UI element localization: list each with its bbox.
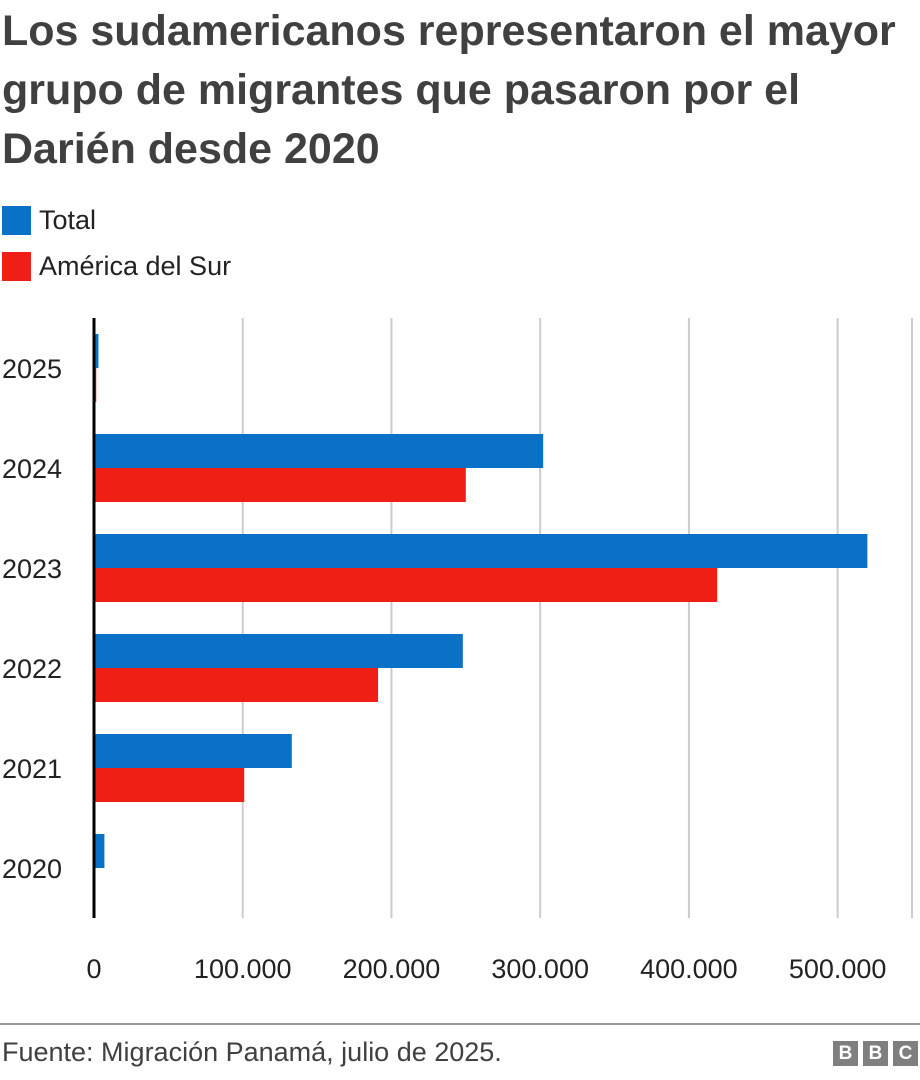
bar-south-america <box>94 568 718 602</box>
footer-divider <box>0 1023 920 1025</box>
x-tick-label: 400.000 <box>640 954 738 984</box>
x-tick-label: 300.000 <box>491 954 589 984</box>
x-tick-label: 0 <box>86 954 101 984</box>
bar-total <box>94 434 544 468</box>
x-tick-label: 500.000 <box>789 954 887 984</box>
x-tick-label: 100.000 <box>194 954 292 984</box>
bar-south-america <box>94 668 379 702</box>
legend-item-south-america: América del Sur <box>0 246 231 286</box>
y-tick-label: 2025 <box>2 354 62 384</box>
x-tick-label: 200.000 <box>343 954 441 984</box>
legend-label-south-america: América del Sur <box>39 250 232 281</box>
bar-total <box>94 334 99 368</box>
bar-chart: 0 100.000 200.000 300.000 400.000 500.000 2025… <box>2 318 913 984</box>
bar-south-america <box>94 468 466 502</box>
y-tick-label: 2024 <box>2 454 62 484</box>
bbc-logo-letter: B <box>833 1041 858 1066</box>
y-tick-label: 2020 <box>2 854 62 884</box>
legend-item-total: Total <box>0 200 96 240</box>
source-note: Fuente: Migración Panamá, julio de 2025. <box>2 1037 502 1067</box>
legend-swatch-total <box>2 205 31 235</box>
bar-total <box>94 534 868 568</box>
y-tick-label: 2021 <box>2 754 62 784</box>
bbc-logo-letter: C <box>893 1041 918 1066</box>
bar-south-america <box>94 768 245 802</box>
legend-label-total: Total <box>39 204 97 235</box>
bbc-logo-letter: B <box>863 1041 888 1066</box>
bar-total <box>94 634 463 668</box>
y-tick-label: 2022 <box>2 654 62 684</box>
bar-total <box>94 734 292 768</box>
chart-title: Los sudamericanos representaron el mayor… <box>2 7 896 173</box>
legend-swatch-south-america <box>2 251 31 281</box>
bbc-logo: B B C <box>833 1041 918 1066</box>
bar-total <box>94 834 105 868</box>
y-tick-label: 2023 <box>2 554 62 584</box>
